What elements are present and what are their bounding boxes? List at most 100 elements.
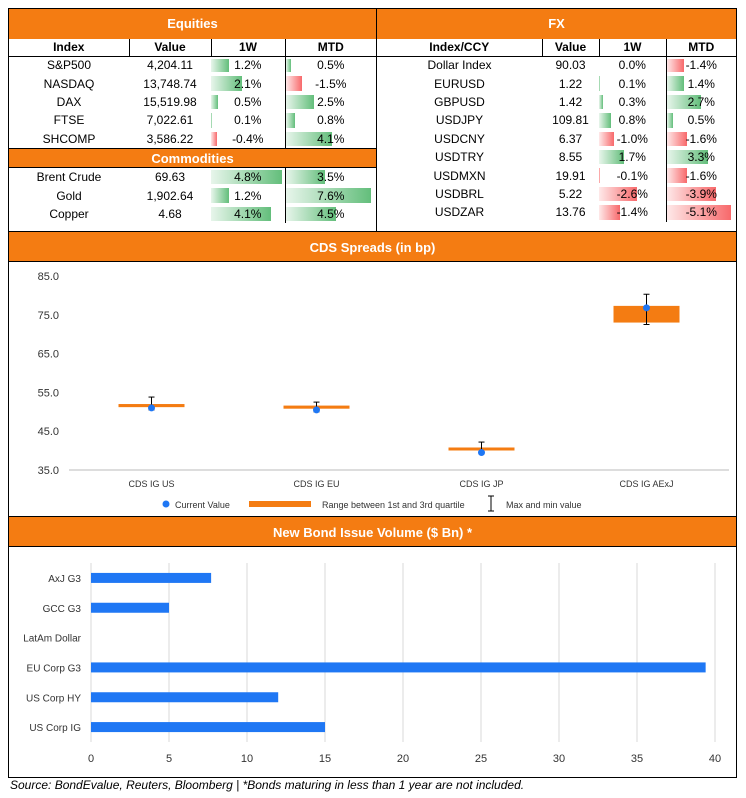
row-mtd: -3.9% [665, 184, 736, 204]
legend-range-label: Range between 1st and 3rd quartile [322, 500, 465, 510]
equities-header: Equities [9, 9, 376, 39]
table-row: Dollar Index 90.03 0.0% -1.4% [377, 56, 736, 75]
row-mtd: 1.4% [665, 74, 736, 93]
row-1w: 1.2% [211, 56, 285, 74]
row-1w: 0.5% [211, 93, 285, 111]
databar [666, 186, 716, 202]
databar [285, 188, 372, 203]
row-mtd: 2.7% [665, 92, 736, 112]
databar [599, 76, 601, 91]
row-1w: 1.2% [211, 186, 285, 204]
databar [599, 149, 625, 165]
databar [666, 205, 731, 220]
x-tick-label: 30 [553, 753, 565, 765]
table-row: USDJPY 109.81 0.8% 0.5% [377, 111, 736, 130]
table-row: USDMXN 19.91 -0.1% -1.6% [377, 166, 736, 185]
databar [211, 113, 213, 128]
table-row: Brent Crude 69.63 4.8% 3.5% [9, 167, 376, 187]
row-value: 7,022.61 [146, 113, 194, 128]
x-tick-label: CDS IG US [128, 479, 174, 489]
row-mtd: 0.8% [284, 111, 376, 130]
row-name: SHCOMP [42, 131, 96, 146]
cds-chart: 85.0 75.0 65.0 55.0 45.0 35.0 CDS IG US CDS IG … [38, 271, 729, 512]
row-1w: 0.8% [599, 111, 666, 129]
col-mtd: MTD [284, 39, 376, 57]
row-name: FTSE [53, 113, 85, 128]
row-value: 4,204.11 [147, 58, 193, 73]
x-tick-label: 15 [319, 753, 331, 765]
row-value: 13.76 [555, 205, 586, 220]
tables-section: Equities Index Value 1W MTD S&P500 4,204.… [9, 9, 736, 231]
x-tick-label: 10 [241, 753, 253, 765]
row-value: 69.63 [154, 170, 186, 185]
row-mtd: -1.5% [284, 74, 376, 93]
row-name: USDMXN [433, 168, 486, 183]
row-mtd: -1.6% [665, 166, 736, 185]
bonds-chart: 0 5 10 15 20 25 30 35 40 AxJ G3 GCC G3 LatAm Dollar… [23, 563, 721, 765]
bond-volume-bar [91, 722, 325, 733]
databar [285, 131, 332, 146]
row-value: 19.91 [555, 168, 586, 183]
fx-panel: FX Index/CCY Value 1W MTD Dollar Index 90… [377, 9, 736, 231]
databar [666, 168, 687, 183]
x-tick-label: CDS IG AExJ [619, 479, 673, 489]
current-value-point [478, 449, 485, 457]
row-value: 6.37 [558, 131, 583, 146]
databar [211, 131, 217, 146]
table-row: Copper 4.68 4.1% 4.5% [9, 204, 376, 224]
y-tick-label: 75.0 [38, 310, 59, 322]
y-tick-label: 65.0 [38, 349, 59, 361]
row-1w: -0.1% [599, 166, 666, 184]
y-tick-label: GCC G3 [43, 604, 82, 615]
row-name: GBPUSD [434, 94, 485, 109]
row-value: 1,902.64 [146, 188, 194, 203]
databar [666, 58, 685, 73]
col-value: Value [128, 39, 211, 57]
row-1w: 1.7% [599, 148, 666, 166]
row-value: 8.55 [558, 150, 583, 165]
x-tick-label: 0 [88, 753, 94, 765]
row-name: USDTRY [434, 150, 485, 165]
row-1w: -2.6% [599, 185, 666, 203]
databar [666, 76, 685, 91]
row-1w: 4.1% [211, 205, 285, 223]
table-row: USDBRL 5.22 -2.6% -3.9% [377, 184, 736, 204]
row-value: 4.68 [158, 206, 182, 221]
row-value: 13,748.74 [143, 76, 197, 91]
table-row: FTSE 7,022.61 0.1% 0.8% [9, 111, 376, 130]
table-row: Gold 1,902.64 1.2% 7.6% [9, 186, 376, 205]
databar [285, 94, 314, 110]
legend-current-label: Current Value [175, 500, 230, 510]
y-tick-label: 45.0 [38, 426, 59, 438]
row-1w: -0.4% [211, 130, 285, 148]
row-mtd: 2.5% [284, 92, 376, 112]
legend-maxmin-label: Max and min value [506, 500, 582, 510]
bond-volume-bar [91, 572, 212, 583]
row-mtd: 0.5% [284, 56, 376, 75]
databar [666, 94, 701, 110]
x-tick-label: 20 [397, 753, 409, 765]
databar [666, 149, 709, 165]
y-tick-label: 85.0 [38, 271, 59, 283]
row-mtd: -1.4% [665, 56, 736, 75]
row-name: Brent Crude [36, 170, 102, 185]
bonds-chart-area: 0 5 10 15 20 25 30 35 40 AxJ G3 GCC G3 LatAm Dollar… [9, 547, 736, 777]
databar [285, 113, 295, 128]
legend-current-marker [162, 500, 170, 508]
row-name: Copper [49, 206, 89, 221]
databar [285, 169, 326, 185]
row-value: 5.22 [558, 186, 583, 201]
databar [666, 131, 687, 146]
source-note: Source: BondEvalue, Reuters, Bloomberg |… [10, 778, 525, 792]
y-tick-label: LatAm Dollar [23, 634, 81, 645]
row-value: 109.81 [552, 113, 589, 128]
bond-volume-bar [91, 662, 706, 673]
row-mtd: 3.3% [665, 147, 736, 167]
row-mtd: 4.5% [284, 204, 376, 224]
col-ccy: Index/CCY [377, 39, 542, 57]
current-value-point [148, 404, 155, 412]
row-value: 1.42 [558, 94, 583, 109]
table-row: GBPUSD 1.42 0.3% 2.7% [377, 92, 736, 112]
databar [211, 76, 242, 91]
databar [599, 94, 604, 110]
